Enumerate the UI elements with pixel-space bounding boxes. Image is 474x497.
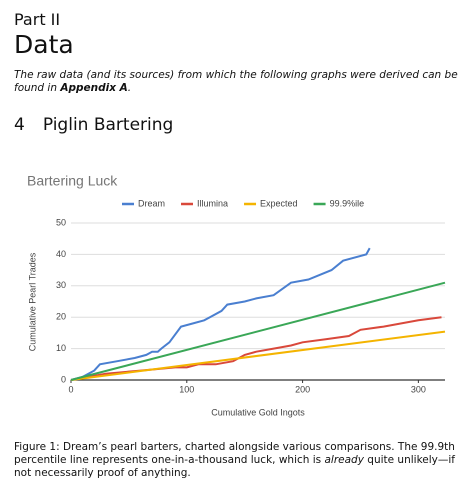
series-line <box>70 281 446 381</box>
part-label: Part II <box>14 10 61 29</box>
y-tick-label: 20 <box>56 312 66 322</box>
y-axis-title: Cumulative Pearl Trades <box>27 252 37 351</box>
x-tick-label: 0 <box>68 384 73 394</box>
legend-label: Dream <box>138 198 165 208</box>
y-tick-label: 30 <box>56 280 66 290</box>
section-title: Piglin Bartering <box>42 115 174 135</box>
legend-label: 99.9%ile <box>330 198 365 208</box>
series-line <box>70 330 446 381</box>
figure-caption: Figure 1: Dream’s pearl barters, charted… <box>14 441 464 480</box>
x-axis-title: Cumulative Gold Ingots <box>211 407 305 417</box>
x-tick-label: 100 <box>179 384 194 394</box>
intro-text: The raw data (and its sources) from whic… <box>14 69 458 94</box>
appendix-ref: Appendix A <box>60 82 128 94</box>
chart-title: Bartering Luck <box>27 173 118 189</box>
chart: Bartering Luck Cumulative Gold Ingots Cu… <box>15 165 459 433</box>
legend-label: Expected <box>260 198 298 208</box>
y-tick-label: 50 <box>56 217 66 227</box>
y-tick-label: 0 <box>61 374 66 384</box>
caption-text: Figure 1: Dream’s pearl barters, charted… <box>14 441 455 466</box>
intro-paragraph: The raw data (and its sources) from whic… <box>14 69 462 95</box>
y-tick-label: 40 <box>56 249 66 259</box>
x-tick-label: 200 <box>295 384 310 394</box>
section-number: 4 <box>14 115 25 135</box>
part-title: Data <box>14 30 74 59</box>
section-heading: 4 Piglin Bartering <box>14 115 173 135</box>
intro-text: . <box>127 82 132 94</box>
series-line <box>70 247 371 381</box>
x-tick-label: 300 <box>411 384 426 394</box>
y-tick-label: 10 <box>56 343 66 353</box>
caption-text: quite unlikely—if not necessarily proof … <box>14 454 455 479</box>
chart-frame <box>15 165 459 433</box>
legend-label: Illumina <box>197 198 228 208</box>
caption-emphasis: already <box>324 454 364 466</box>
